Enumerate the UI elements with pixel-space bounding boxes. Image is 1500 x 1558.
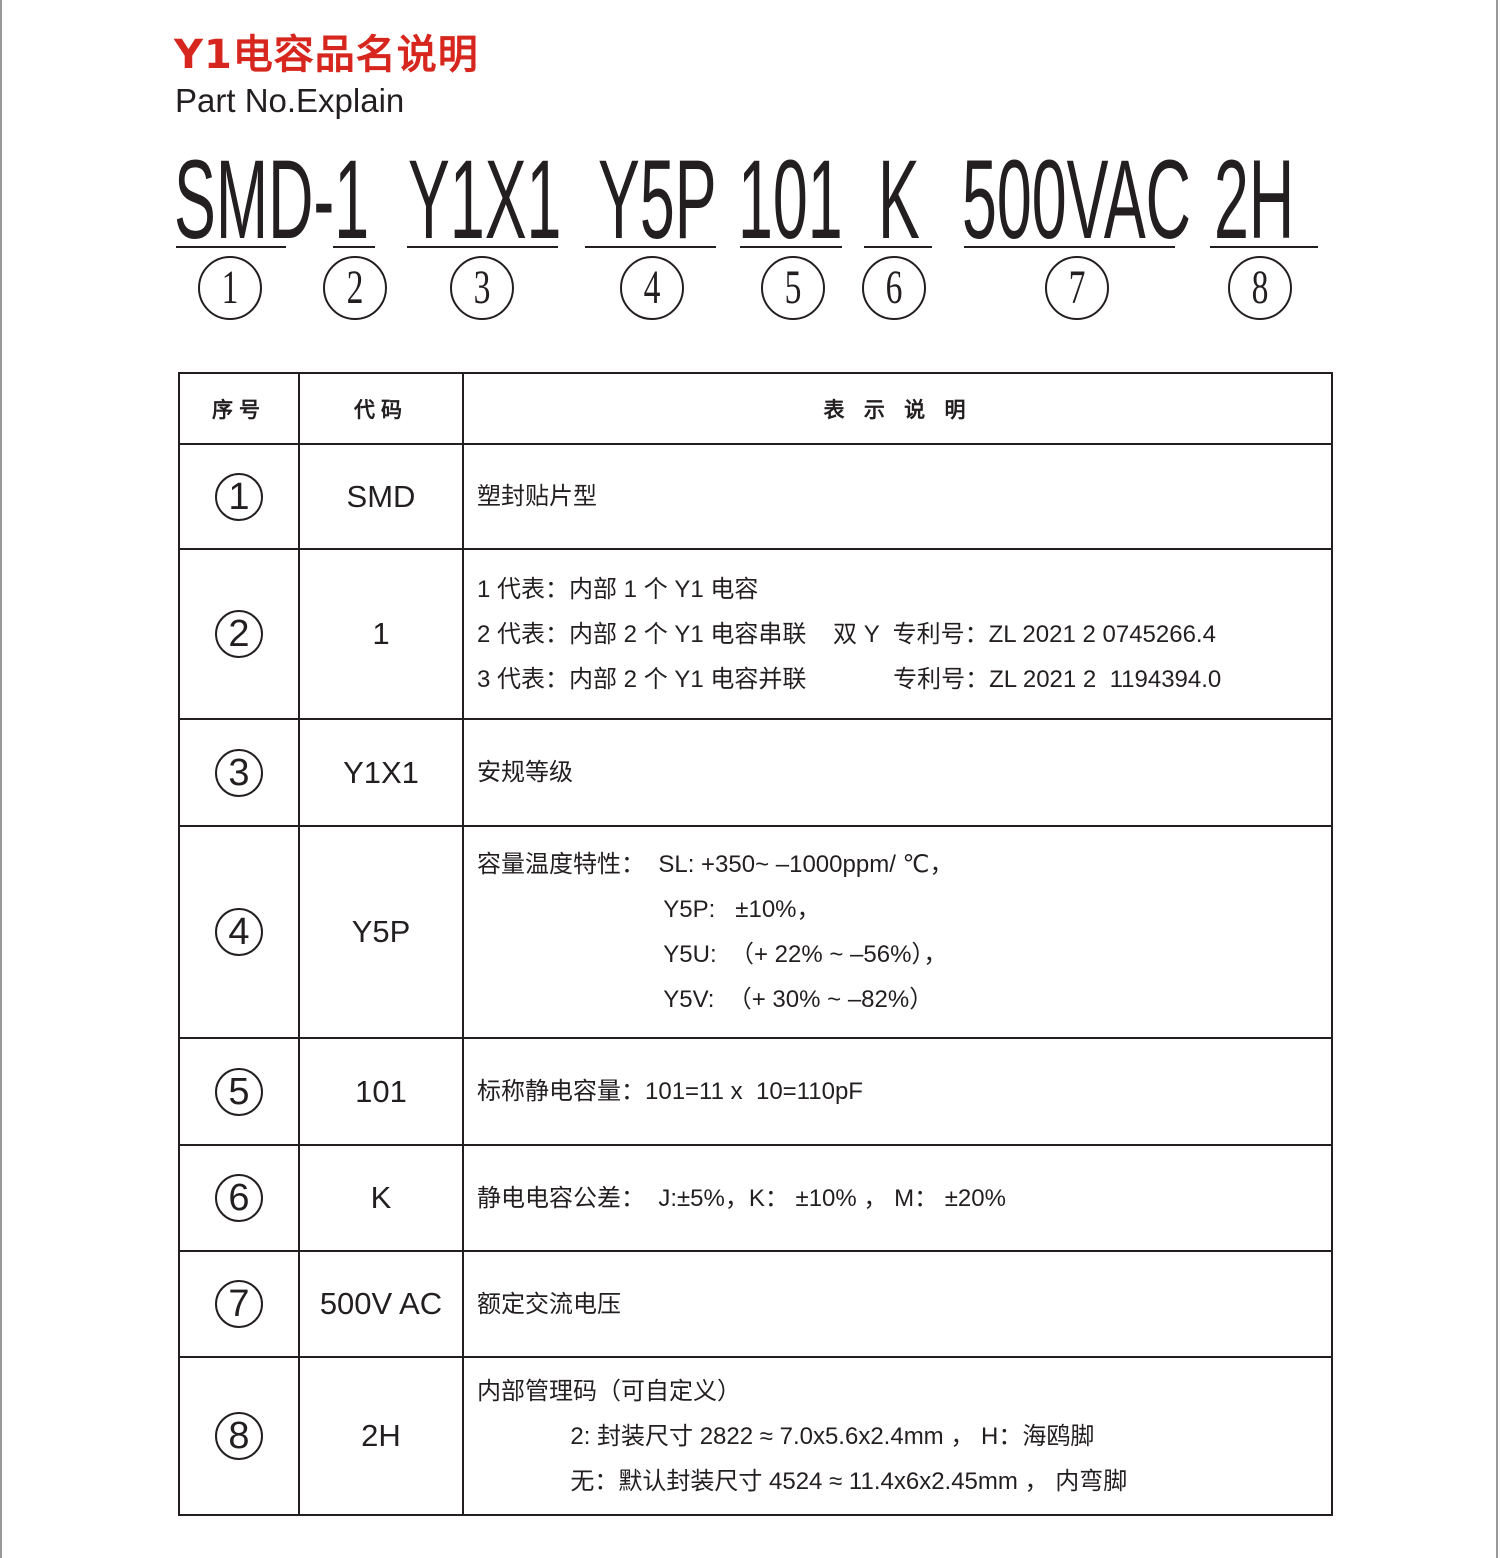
row-description: 1 代表：内部 1 个 Y1 电容 2 代表：内部 2 个 Y1 电容串联 双 Y… bbox=[462, 548, 1333, 720]
row-code: Y5P bbox=[298, 825, 464, 1039]
row-description: 容量温度特性： SL: +350~ –1000ppm/ ℃， Y5P: ±10%… bbox=[462, 825, 1333, 1039]
row-code: SMD bbox=[298, 443, 464, 550]
circled-number: 3 bbox=[215, 748, 263, 797]
circled-number: 1 bbox=[198, 256, 262, 320]
table-row: 8 2H 内部管理码（可自定义） 2: 封装尺寸 2822 ≈ 7.0x5.6x2.… bbox=[178, 1356, 1333, 1516]
table-row: 1 SMD 塑封贴片型 bbox=[178, 443, 1333, 550]
row-description: 额定交流电压 bbox=[462, 1250, 1333, 1358]
circled-number: 7 bbox=[215, 1280, 263, 1328]
row-number: 6 bbox=[178, 1144, 300, 1252]
circled-number: 1 bbox=[215, 472, 263, 521]
table-row: 6 K 静电电容公差： J:±5%，K： ±10% ， M： ±20% bbox=[178, 1144, 1333, 1252]
row-description: 静电电容公差： J:±5%，K： ±10% ， M： ±20% bbox=[462, 1144, 1333, 1252]
underline bbox=[864, 246, 932, 248]
row-number: 7 bbox=[178, 1250, 300, 1358]
circled-number: 5 bbox=[761, 256, 825, 320]
row-description: 内部管理码（可自定义） 2: 封装尺寸 2822 ≈ 7.0x5.6x2.4mm… bbox=[462, 1356, 1333, 1516]
table-row: 5 101 标称静电容量：101=11 x 10=110pF bbox=[178, 1037, 1333, 1146]
description-line: 无：默认封装尺寸 4524 ≈ 11.4x6x2.45mm ， 内弯脚 bbox=[477, 1467, 1128, 1495]
circled-number: 6 bbox=[215, 1174, 263, 1222]
circled-number: 4 bbox=[620, 256, 684, 320]
row-number: 3 bbox=[178, 718, 300, 827]
description-line: 1 代表：内部 1 个 Y1 电容 bbox=[477, 575, 759, 603]
table-row: 7 500V AC 额定交流电压 bbox=[178, 1250, 1333, 1358]
underline bbox=[407, 246, 558, 248]
row-code: 500V AC bbox=[298, 1250, 464, 1358]
description-line: Y5P: ±10%， bbox=[477, 896, 821, 923]
row-code: K bbox=[298, 1144, 464, 1252]
description-line: 2: 封装尺寸 2822 ≈ 7.0x5.6x2.4mm ， H：海鸥脚 bbox=[477, 1422, 1095, 1450]
header-code: 代码 bbox=[298, 372, 464, 445]
circled-number: 4 bbox=[215, 908, 263, 956]
row-number: 5 bbox=[178, 1037, 300, 1146]
circled-number: 6 bbox=[862, 256, 926, 320]
description-line: 塑封贴片型 bbox=[477, 483, 597, 510]
page-title: Y1电容品名说明 bbox=[174, 32, 479, 78]
explanation-table: 序号 代码 表 示 说 明 1 SMD 塑封贴片型 2 1 1 代表：内部 1 个 Y1 … bbox=[178, 372, 1333, 1516]
page-edge-left bbox=[0, 0, 2, 1558]
underline bbox=[585, 246, 716, 248]
header-desc: 表 示 说 明 bbox=[462, 372, 1333, 445]
table-row: 3 Y1X1 安规等级 bbox=[178, 718, 1333, 827]
description-line: 标称静电容量：101=11 x 10=110pF bbox=[477, 1078, 863, 1105]
header-no: 序号 bbox=[178, 372, 300, 445]
row-description: 标称静电容量：101=11 x 10=110pF bbox=[462, 1037, 1333, 1146]
row-description: 安规等级 bbox=[462, 718, 1333, 827]
circled-number: 8 bbox=[215, 1412, 263, 1460]
circled-number: 8 bbox=[1228, 256, 1292, 320]
circled-number: 5 bbox=[215, 1067, 263, 1116]
underline bbox=[964, 246, 1175, 248]
row-code: 101 bbox=[298, 1037, 464, 1146]
row-code: Y1X1 bbox=[298, 718, 464, 827]
description-line: Y5V: （+ 30% ~ –82%） bbox=[477, 986, 934, 1013]
circled-number: 2 bbox=[323, 256, 387, 320]
underline bbox=[1210, 246, 1318, 248]
underline bbox=[176, 246, 286, 248]
description-line: 内部管理码（可自定义） bbox=[477, 1377, 741, 1405]
row-number: 8 bbox=[178, 1356, 300, 1516]
page-subtitle: Part No.Explain bbox=[175, 82, 405, 119]
circled-number: 3 bbox=[450, 256, 514, 320]
row-number: 1 bbox=[178, 443, 300, 550]
description-line: 安规等级 bbox=[477, 759, 573, 786]
circled-number: 7 bbox=[1045, 256, 1109, 320]
description-line: Y5U: （+ 22% ~ –56%）， bbox=[477, 941, 948, 968]
circled-number: 2 bbox=[215, 610, 263, 658]
row-description: 塑封贴片型 bbox=[462, 443, 1333, 550]
page-edge-right bbox=[1496, 0, 1498, 1558]
description-line: 2 代表：内部 2 个 Y1 电容串联 双 Y 专利号：ZL 2021 2 07… bbox=[477, 620, 1216, 648]
table-row: 4 Y5P 容量温度特性： SL: +350~ –1000ppm/ ℃， Y5P: … bbox=[178, 825, 1333, 1039]
description-line: 额定交流电压 bbox=[477, 1290, 621, 1318]
table-header: 序号 代码 表 示 说 明 bbox=[178, 372, 1333, 445]
row-code: 1 bbox=[298, 548, 464, 720]
underline bbox=[740, 246, 842, 248]
row-code: 2H bbox=[298, 1356, 464, 1516]
description-line: 3 代表：内部 2 个 Y1 电容并联 专利号：ZL 2021 2 119439… bbox=[477, 665, 1222, 693]
row-number: 2 bbox=[178, 548, 300, 720]
description-line: 容量温度特性： SL: +350~ –1000ppm/ ℃， bbox=[477, 851, 954, 878]
description-line: 静电电容公差： J:±5%，K： ±10% ， M： ±20% bbox=[477, 1184, 1006, 1212]
row-number: 4 bbox=[178, 825, 300, 1039]
underline bbox=[333, 246, 375, 248]
